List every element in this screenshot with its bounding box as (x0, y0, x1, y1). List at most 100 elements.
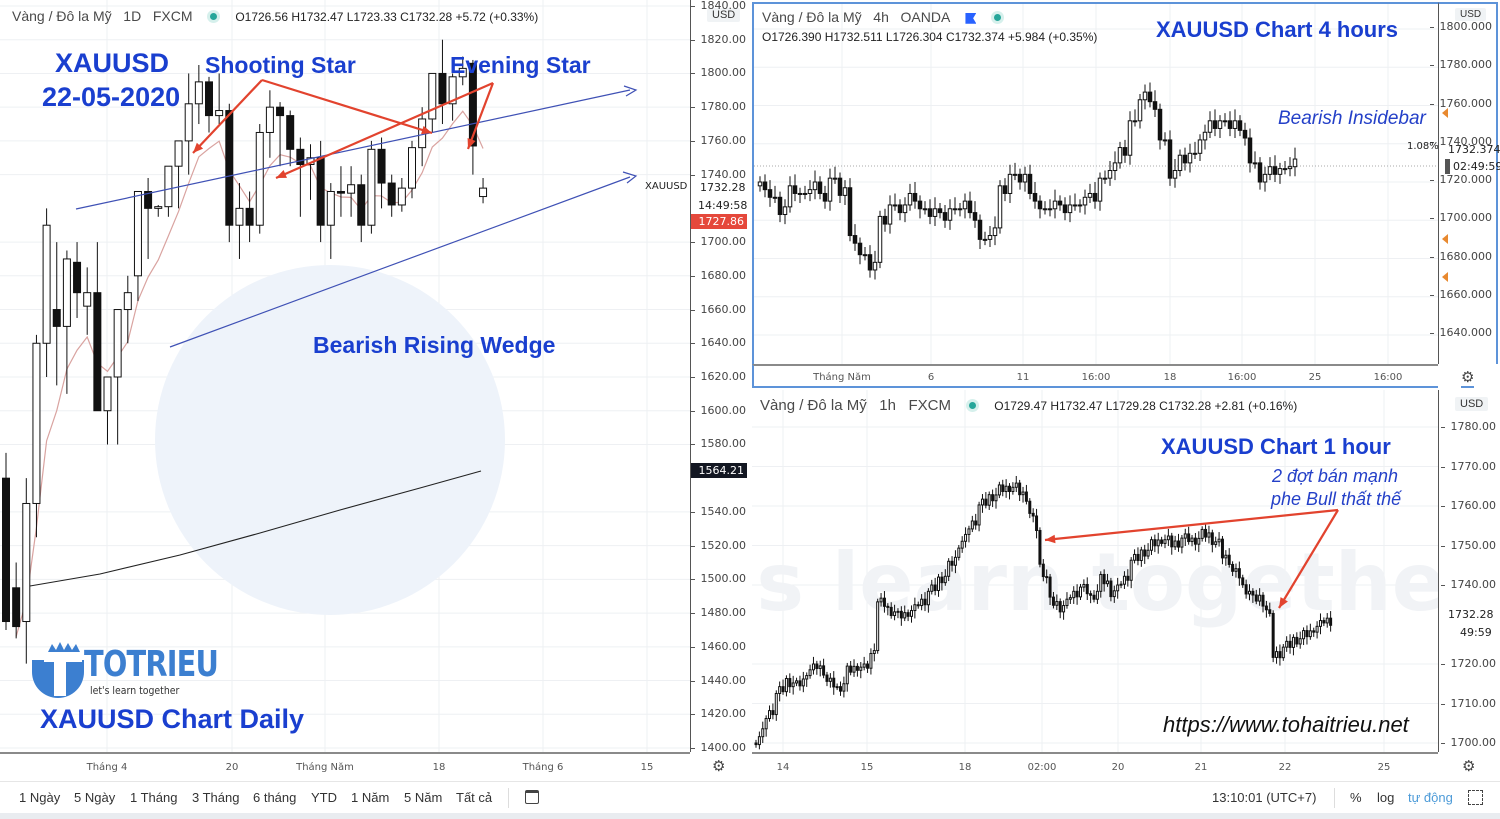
alert-marker-icon[interactable] (1442, 272, 1448, 282)
daily-chart-panel[interactable]: Vàng / Đô la Mỹ 1D FXCM O1726.56 H1732.4… (0, 0, 690, 752)
rising-wedge-label: Bearish Rising Wedge (313, 332, 556, 358)
range-all[interactable]: Tất cả (456, 790, 493, 805)
market-open-dot-icon (994, 14, 1002, 22)
h1-xtick: 21 (1194, 762, 1208, 773)
daily-settings-gear-icon[interactable]: ⚙ (712, 758, 726, 775)
daily-legend: Vàng / Đô la Mỹ 1D FXCM O1726.56 H1732.4… (12, 8, 538, 24)
daily-ohlc: O1726.56 H1732.47 L1723.33 C1732.28 +5.7… (235, 10, 539, 24)
price-tick: 1440.00 (690, 673, 746, 687)
price-tick: 1620.00 (690, 369, 746, 383)
h1-currency-label[interactable]: USD (1455, 397, 1489, 411)
daily-last-price: 1732.28 (700, 181, 746, 194)
price-tick: 1580.00 (690, 437, 746, 451)
h4-xtick: 6 (927, 372, 935, 383)
price-tick: 1740.00 (1440, 578, 1496, 591)
price-tick: 1780.00 (690, 100, 746, 114)
auto-scale-toggle[interactable]: tự động (1408, 790, 1453, 805)
h1-candles[interactable]: let's learn together (752, 390, 1438, 752)
h4-chart-label: XAUUSD Chart 4 hours (1156, 17, 1399, 42)
h4-last-price: 1732.374 (1448, 143, 1500, 156)
price-tick: 1800.000 (1429, 20, 1492, 33)
h4-settings-gear-icon[interactable]: ⚙ (1461, 369, 1475, 388)
price-tick: 1740.00 (690, 167, 746, 181)
daily-chart-label: XAUUSD Chart Daily (40, 704, 305, 734)
price-tick: 1760.00 (690, 133, 746, 147)
price-tick: 1680.000 (1429, 249, 1492, 263)
h1-ohlc: O1729.47 H1732.47 L1729.28 C1732.28 +2.8… (994, 399, 1298, 413)
price-tick: 1480.00 (690, 606, 746, 620)
log-scale-toggle[interactable]: log (1377, 790, 1395, 805)
range-1-month[interactable]: 1 Tháng (130, 790, 178, 805)
daily-xtick: Tháng Năm (296, 762, 354, 773)
range-5-years[interactable]: 5 Năm (404, 790, 443, 805)
percent-scale-toggle[interactable]: % (1350, 790, 1362, 805)
bottom-strip (0, 813, 1500, 819)
daily-time-axis[interactable]: Tháng 4 20 Tháng Năm 18 Tháng 6 15 (0, 752, 690, 781)
daily-price-axis[interactable]: USD 1840.00 1820.00 1800.00 1780.00 1760.00 1… (690, 0, 750, 754)
h1-xtick: 18 (958, 762, 972, 773)
h4-candles[interactable] (754, 4, 1438, 364)
h1-xtick: 02:00 (1027, 762, 1057, 773)
range-ytd[interactable]: YTD (311, 790, 337, 805)
h1-note-line1: 2 đợt bán mạnh (1272, 466, 1398, 486)
range-6-months[interactable]: 6 tháng (253, 790, 297, 805)
h1-price-axis[interactable]: USD 1780.00 1770.00 1760.00 1750.00 1740.00 1… (1438, 390, 1500, 752)
alert-marker-icon[interactable] (1442, 234, 1448, 244)
h4-interval[interactable]: 4h (873, 9, 889, 25)
logo-tagline: let's learn together (90, 684, 180, 697)
h1-xtick: 15 (860, 762, 874, 773)
price-tick: 1700.00 (1440, 736, 1496, 749)
range-5-days[interactable]: 5 Ngày (74, 790, 116, 805)
h4-legend: Vàng / Đô la Mỹ 4h OANDA (762, 9, 1015, 25)
daily-title-date: 22-05-2020 (42, 82, 181, 112)
h4-time-axis[interactable]: Tháng Năm 6 11 16:00 18 16:00 25 16:00 (752, 364, 1438, 388)
daily-symbol-axis-label: XAUUSD (645, 181, 688, 192)
daily-currency-label[interactable]: USD (707, 8, 741, 22)
price-tick: 1660.00 (690, 302, 746, 316)
range-divider (508, 788, 509, 808)
h4-chart-panel[interactable]: Vàng / Đô la Mỹ 4h OANDA O1726.390 H1732… (752, 2, 1438, 364)
daily-title-symbol: XAUUSD (55, 48, 170, 78)
flag-icon[interactable] (965, 12, 977, 24)
h4-xtick: 16:00 (1373, 372, 1403, 383)
price-tick: 1780.00 (1440, 420, 1496, 433)
fullscreen-icon[interactable] (1468, 790, 1483, 805)
daily-candles[interactable] (0, 0, 690, 752)
price-tick: 1710.00 (1440, 696, 1496, 710)
price-tick: 1640.00 (690, 336, 746, 350)
h4-symbol: Vàng / Đô la Mỹ (762, 9, 862, 25)
clock-timezone[interactable]: 13:10:01 (UTC+7) (1212, 790, 1317, 805)
daily-symbol: Vàng / Đô la Mỹ (12, 8, 112, 24)
alert-marker-icon[interactable] (1442, 108, 1448, 118)
daily-xtick: 20 (225, 762, 239, 773)
h1-xtick: 22 (1278, 762, 1292, 773)
h1-settings-gear-icon[interactable]: ⚙ (1462, 758, 1476, 775)
h4-percent-label: 1.08% (1407, 141, 1439, 152)
market-open-dot-icon (210, 13, 218, 21)
price-tick: 1400.00 (690, 741, 746, 754)
price-tick: 1800.00 (690, 66, 746, 80)
range-1-day[interactable]: 1 Ngày (19, 790, 61, 805)
logo-wordmark: TOTRIEU (84, 644, 219, 685)
price-tick: 1840.00 (690, 0, 746, 12)
go-to-date-calendar-icon[interactable] (525, 790, 539, 804)
range-3-months[interactable]: 3 Tháng (192, 790, 240, 805)
range-1-year[interactable]: 1 Năm (351, 790, 390, 805)
price-tick: 1760.000 (1429, 96, 1492, 110)
price-tick: 1760.00 (1440, 499, 1496, 512)
totrieu-logo-icon (32, 642, 84, 698)
h1-symbol: Vàng / Đô la Mỹ (760, 397, 867, 414)
h1-interval[interactable]: 1h (879, 397, 896, 414)
h1-xtick: 14 (776, 762, 790, 773)
h1-chart-label: XAUUSD Chart 1 hour (1161, 434, 1391, 459)
h4-xtick: 16:00 (1081, 372, 1111, 383)
h1-chart-panel[interactable]: let's learn together Vàng / Đô la Mỹ 1h … (752, 390, 1438, 752)
h4-price-axis[interactable]: USD 1800.000 1780.000 1760.000 1740.000 1720… (1429, 2, 1500, 364)
daily-interval[interactable]: 1D (123, 8, 142, 24)
h4-currency-label[interactable]: USD (1455, 8, 1487, 21)
daily-xtick: Tháng 4 (86, 762, 128, 773)
bearish-insidebar-label: Bearish Insidebar (1278, 108, 1426, 129)
h1-time-axis[interactable]: 14 15 18 02:00 20 21 22 25 (752, 752, 1438, 781)
h4-ohlc: O1726.390 H1732.511 L1726.304 C1732.374 … (762, 30, 1098, 44)
